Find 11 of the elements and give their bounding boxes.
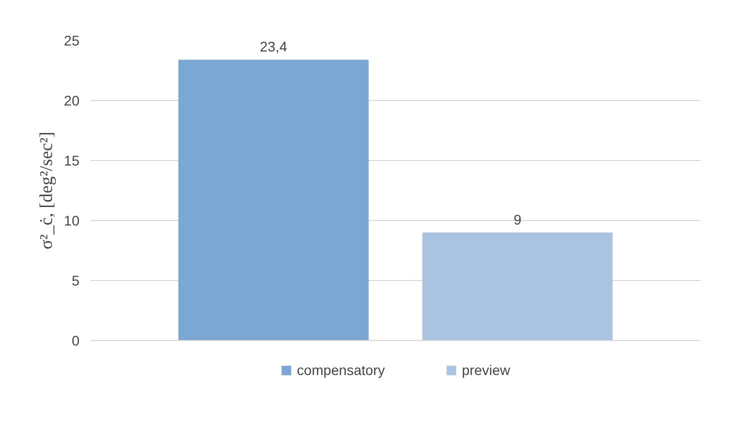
data-label: 9 [514, 212, 522, 228]
y-tick-label: 5 [72, 272, 80, 288]
y-tick-label: 15 [64, 152, 80, 168]
y-tick-label: 20 [64, 92, 80, 108]
data-label: 23,4 [260, 38, 288, 55]
y-tick-label: 10 [64, 212, 80, 228]
y-tick-label: 25 [64, 32, 80, 48]
y-axis-title: σ²_ċ, [deg²/sec²] [36, 132, 56, 250]
y-tick-label: 0 [72, 332, 80, 348]
legend-label: preview [462, 362, 510, 378]
legend-label: compensatory [296, 362, 385, 378]
